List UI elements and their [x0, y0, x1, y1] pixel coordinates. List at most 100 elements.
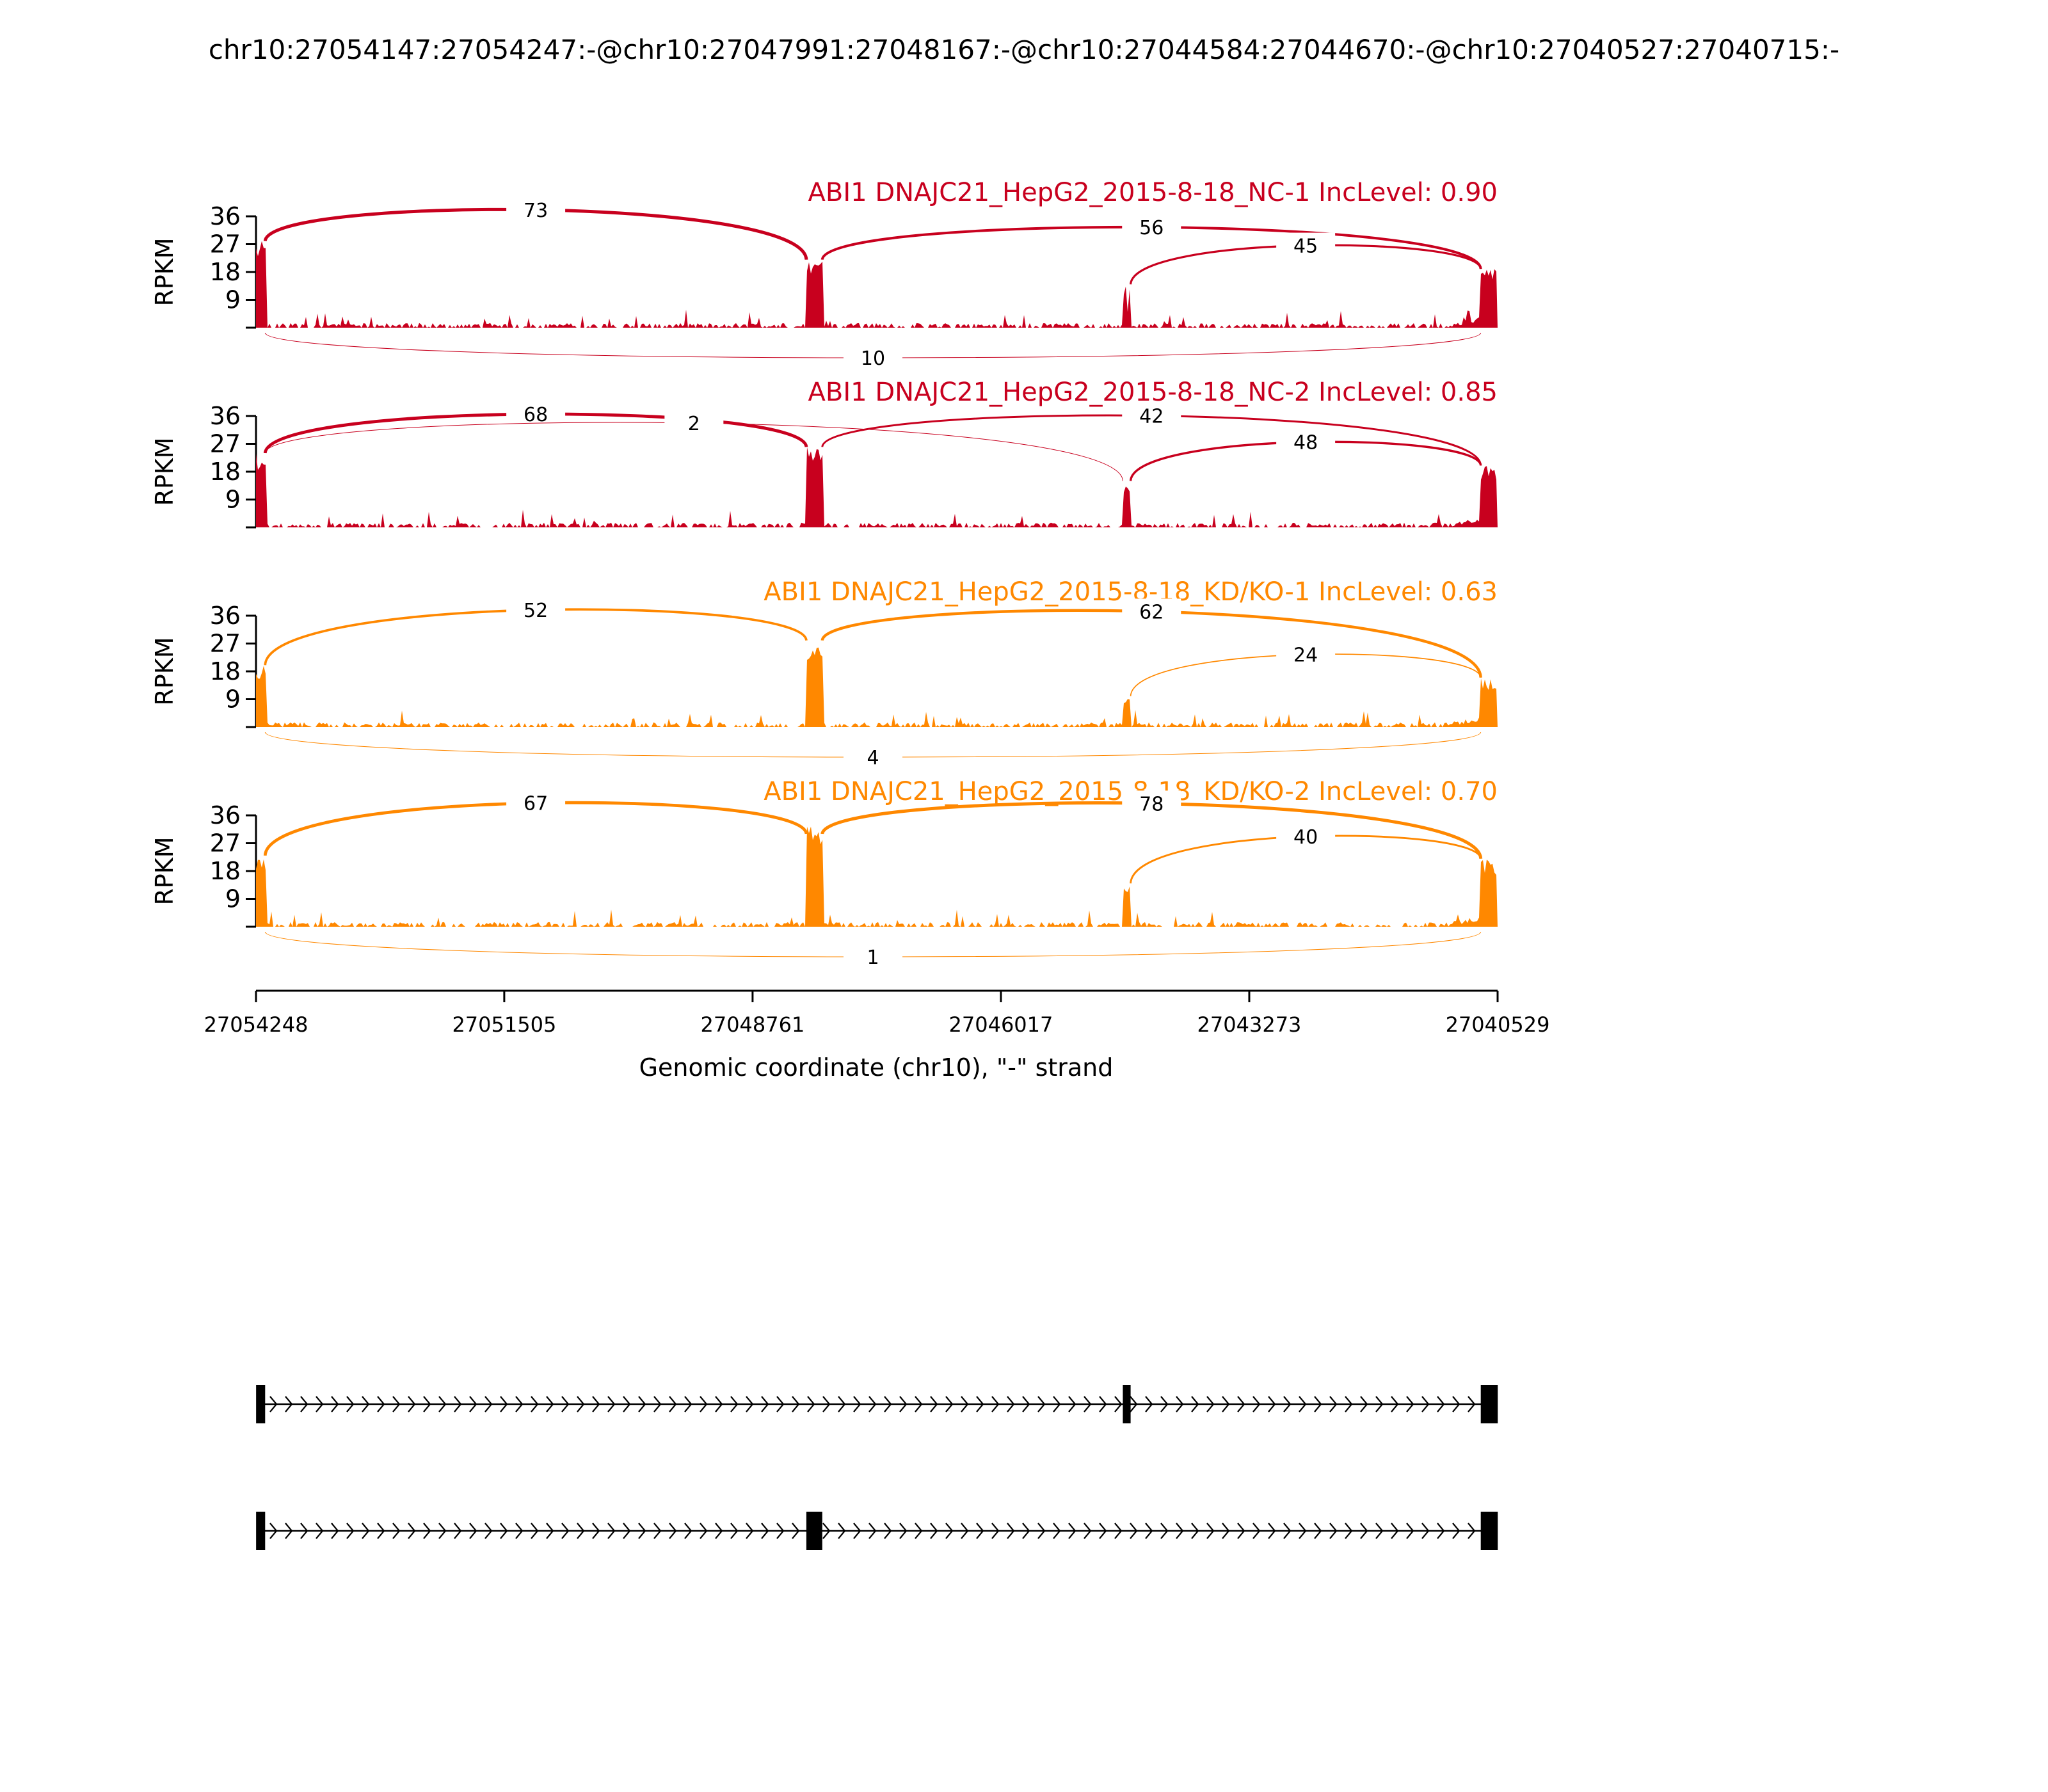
strand-arrow [653, 1523, 662, 1539]
strand-arrow [1283, 1523, 1292, 1539]
strand-arrow [715, 1523, 723, 1539]
strand-arrow [1268, 1396, 1276, 1412]
track-3: ABI1 DNAJC21_HepG2_2015-8-18_KD/KO-1 Inc… [150, 577, 1498, 770]
junction-count-box [1276, 232, 1336, 259]
isoform-exon3-inclusion [256, 1385, 1498, 1423]
strand-arrow [1329, 1396, 1338, 1412]
strand-arrow [669, 1523, 677, 1539]
strand-arrow [423, 1523, 431, 1539]
junction-count: 48 [1293, 432, 1318, 454]
strand-arrow [1037, 1523, 1046, 1539]
strand-arrow [1145, 1396, 1153, 1412]
strand-arrow [730, 1523, 739, 1539]
junction-count-box [506, 790, 566, 816]
strand-arrow [362, 1523, 370, 1539]
strand-arrow [1437, 1396, 1445, 1412]
y-tick-label: 27 [210, 430, 241, 458]
strand-arrow [1437, 1523, 1445, 1539]
strand-arrow [515, 1523, 524, 1539]
strand-arrow [700, 1396, 708, 1412]
strand-arrow [577, 1523, 585, 1539]
strand-arrow [653, 1396, 662, 1412]
strand-arrow [638, 1523, 646, 1539]
strand-arrow [761, 1523, 769, 1539]
strand-arrow [746, 1523, 754, 1539]
strand-arrow [684, 1523, 692, 1539]
y-tick-label: 18 [210, 458, 241, 486]
strand-arrow [1099, 1523, 1107, 1539]
strand-arrow [1068, 1523, 1076, 1539]
strand-arrow [408, 1523, 416, 1539]
strand-arrow [1406, 1523, 1414, 1539]
strand-arrow [316, 1523, 324, 1539]
strand-arrow [945, 1523, 954, 1539]
strand-arrow [899, 1396, 908, 1412]
junction-count-box [1122, 790, 1181, 817]
track-1: ABI1 DNAJC21_HepG2_2015-8-18_NC-1 IncLev… [150, 178, 1498, 371]
strand-arrow [531, 1523, 539, 1539]
y-tick-label: 9 [225, 885, 241, 913]
strand-arrow [1145, 1523, 1153, 1539]
strand-arrow [1084, 1396, 1092, 1412]
strand-arrow [1114, 1396, 1123, 1412]
strand-arrow [607, 1523, 616, 1539]
exon-block [806, 1512, 822, 1550]
strand-arrow [730, 1396, 739, 1412]
strand-arrow [822, 1523, 831, 1539]
strand-arrow [1468, 1523, 1476, 1539]
strand-arrow [1421, 1396, 1430, 1412]
strand-arrow [1452, 1523, 1460, 1539]
strand-arrow [1222, 1523, 1230, 1539]
strand-arrow [838, 1396, 846, 1412]
isoform-exon2-inclusion [256, 1512, 1498, 1550]
strand-arrow [1176, 1523, 1184, 1539]
strand-arrow [746, 1396, 754, 1412]
strand-arrow [1314, 1523, 1322, 1539]
strand-arrow [1007, 1396, 1015, 1412]
y-tick-label: 27 [210, 630, 241, 658]
strand-arrow [961, 1523, 969, 1539]
strand-arrow [1391, 1396, 1399, 1412]
strand-arrow [300, 1396, 308, 1412]
strand-arrow [1037, 1396, 1046, 1412]
strand-arrow [684, 1396, 692, 1412]
strand-arrow [700, 1523, 708, 1539]
junction-count: 40 [1293, 826, 1318, 849]
strand-arrow [346, 1523, 355, 1539]
strand-arrow [623, 1396, 631, 1412]
y-tick-label: 36 [210, 602, 241, 630]
strand-arrow [408, 1396, 416, 1412]
strand-arrow [1468, 1396, 1476, 1412]
strand-arrow [592, 1396, 600, 1412]
junction-count: 67 [524, 793, 548, 815]
x-tick-label: 27054248 [204, 1012, 308, 1037]
strand-arrow [1452, 1396, 1460, 1412]
strand-arrow [1360, 1523, 1368, 1539]
strand-arrow [1206, 1523, 1215, 1539]
strand-arrow [269, 1396, 278, 1412]
y-axis-label: RPKM [150, 437, 179, 506]
coverage-area [256, 447, 1498, 527]
junction-count-box [664, 410, 724, 436]
strand-arrow [1099, 1396, 1107, 1412]
strand-arrow [500, 1396, 508, 1412]
strand-arrow [638, 1396, 646, 1412]
strand-arrow [1114, 1523, 1123, 1539]
strand-arrow [1406, 1396, 1414, 1412]
junction-count-box [506, 597, 566, 623]
strand-arrow [822, 1396, 831, 1412]
strand-arrow [500, 1523, 508, 1539]
x-tick-label: 27046017 [949, 1012, 1053, 1037]
junction-count-box [1276, 823, 1336, 849]
strand-arrow [331, 1523, 339, 1539]
junction-count: 45 [1293, 236, 1318, 258]
strand-arrow [300, 1523, 308, 1539]
y-tick-label: 18 [210, 258, 241, 286]
strand-arrow [454, 1396, 462, 1412]
strand-arrow [776, 1396, 785, 1412]
strand-arrow [838, 1523, 846, 1539]
strand-arrow [1022, 1396, 1030, 1412]
junction-count-box [1122, 598, 1181, 625]
y-tick-label: 9 [225, 685, 241, 714]
strand-arrow [930, 1396, 938, 1412]
